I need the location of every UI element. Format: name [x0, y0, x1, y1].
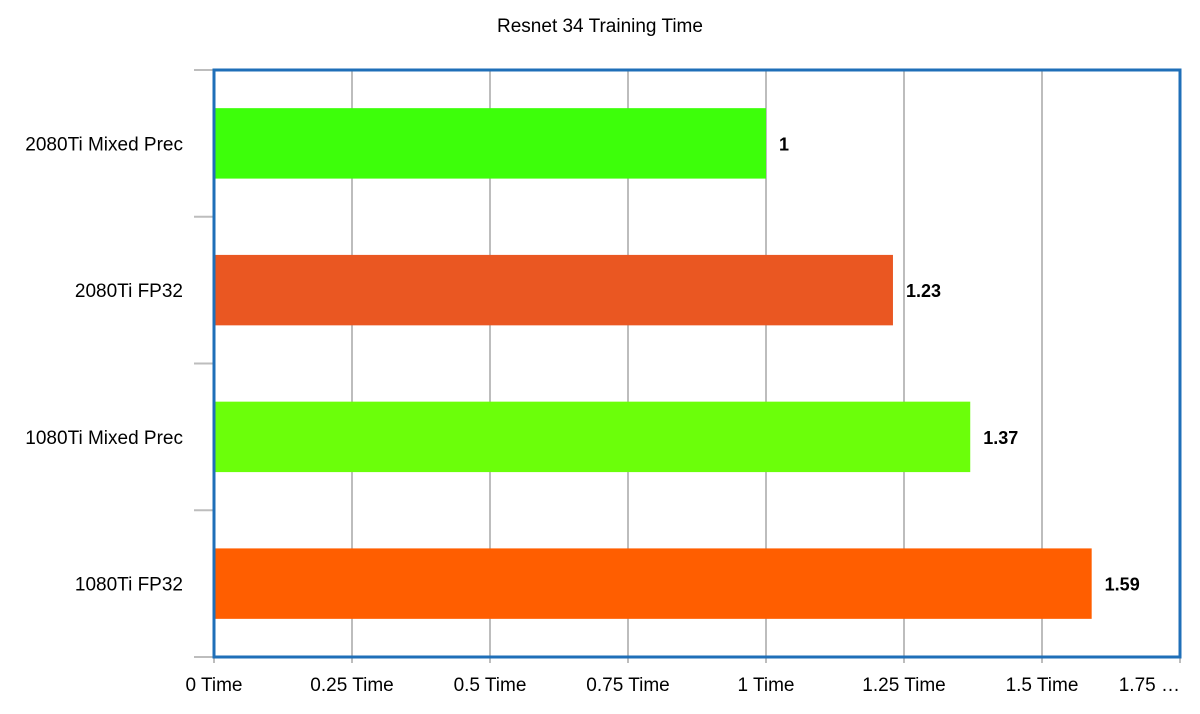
data-label: 1.59 — [1105, 575, 1140, 595]
data-label: 1.37 — [983, 428, 1018, 448]
data-label: 1 — [779, 134, 789, 154]
x-tick-label: 1 Time — [737, 675, 794, 696]
bar — [214, 254, 893, 326]
x-tick-label: 0.75 Time — [586, 675, 669, 696]
category-label: 2080Ti Mixed Prec — [25, 134, 183, 155]
x-tick-label: 0 Time — [185, 675, 242, 696]
category-label: 1080Ti FP32 — [75, 575, 183, 596]
x-tick-label: 1.75 … — [1119, 675, 1180, 696]
category-labels: 2080Ti Mixed Prec 2080Ti FP32 1080Ti Mixed… — [25, 134, 183, 595]
x-tick-label: 1.25 Time — [862, 675, 945, 696]
x-tick-label: 0.5 Time — [454, 675, 527, 696]
bar — [214, 401, 971, 473]
data-labels: 1 1.23 1.37 1.59 — [779, 134, 1140, 594]
bar — [214, 548, 1092, 619]
category-label: 1080Ti Mixed Prec — [25, 428, 183, 449]
data-label: 1.23 — [906, 281, 941, 301]
chart-title: Resnet 34 Training Time — [497, 16, 703, 37]
plot-border — [212, 68, 1182, 659]
bars — [214, 108, 1092, 619]
bar — [214, 108, 766, 179]
x-tick-label: 0.25 Time — [310, 675, 393, 696]
x-tick-labels: 0 Time 0.25 Time 0.5 Time 0.75 Time 1 Time 1.… — [185, 675, 1180, 696]
plot-frame — [194, 68, 1182, 659]
category-label: 2080Ti FP32 — [75, 281, 183, 302]
x-tick-label: 1.5 Time — [1006, 675, 1079, 696]
